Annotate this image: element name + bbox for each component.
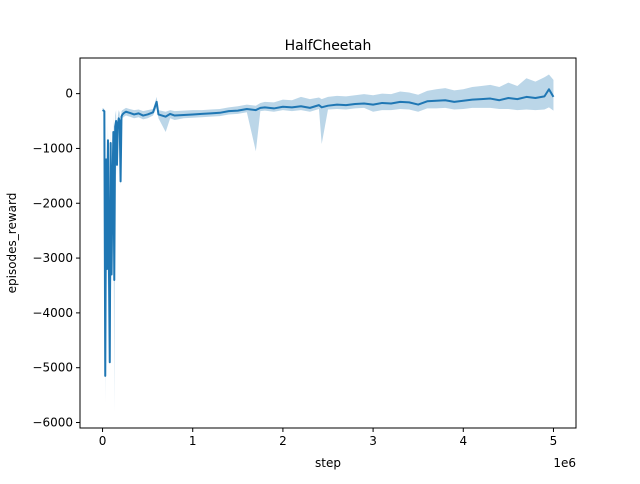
x-tick-label: 1 — [189, 434, 197, 448]
y-axis-label: episodes_reward — [5, 193, 19, 294]
y-tick-label: 0 — [65, 87, 73, 101]
y-tick-label: −2000 — [32, 196, 73, 210]
y-tick-label: −5000 — [32, 361, 73, 375]
chart-title: HalfCheetah — [285, 38, 372, 54]
x-tick-label: 0 — [99, 434, 107, 448]
y-tick-label: −6000 — [32, 416, 73, 430]
x-tick-label: 2 — [279, 434, 287, 448]
x-tick-label: 5 — [550, 434, 558, 448]
y-tick-label: −1000 — [32, 141, 73, 155]
x-tick-label: 4 — [459, 434, 467, 448]
plot-area — [102, 74, 555, 412]
y-tick-label: −4000 — [32, 306, 73, 320]
series-0-line — [102, 88, 555, 377]
y-axis: 0 −1000 −2000 −3000 −4000 −5000 −6000 — [32, 87, 80, 430]
series-0-confidence-band — [102, 74, 554, 412]
x-axis: 0 1 2 3 4 5 — [99, 428, 558, 448]
plot-frame — [79, 57, 577, 429]
x-tick-label: 3 — [369, 434, 377, 448]
x-axis-offset-label: 1e6 — [553, 456, 576, 470]
y-tick-label: −3000 — [32, 251, 73, 265]
x-axis-label: step — [315, 456, 341, 470]
